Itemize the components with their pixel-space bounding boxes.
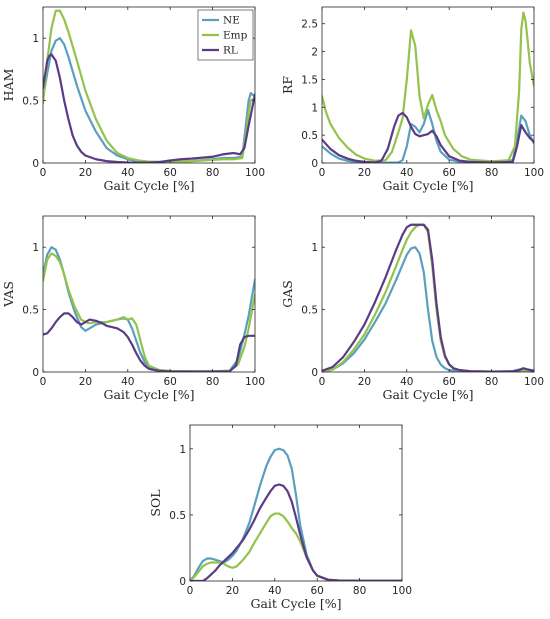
panel-gas: 0 20 40 60 80 100 0 0.5 1 Gait Cycle [%] GAS (280, 215, 544, 402)
x-tick-label: 20 (358, 167, 371, 179)
series-line-emp (322, 11, 534, 163)
series-line-emp (190, 512, 402, 581)
y-tick-label: 1 (32, 33, 39, 45)
x-axis-label: Gait Cycle [%] (103, 178, 194, 193)
y-axis-label: RF (280, 76, 295, 94)
y-tick-label: 1 (311, 102, 318, 114)
x-tick-label: 100 (245, 167, 265, 179)
series-line-rl (322, 111, 534, 163)
x-tick-label: 80 (353, 585, 366, 597)
y-tick-label: 0.5 (301, 130, 318, 142)
x-tick-label: 20 (226, 585, 239, 597)
x-tick-label: 80 (485, 376, 498, 388)
y-tick-label: 0 (311, 367, 318, 379)
y-tick-label: 0.5 (22, 305, 39, 317)
y-tick-label: 0 (32, 158, 39, 170)
x-tick-label: 40 (121, 167, 134, 179)
y-tick-label: 0.5 (22, 96, 39, 108)
y-tick-label: 1 (311, 242, 318, 254)
series-line-rl (43, 312, 255, 372)
x-tick-label: 80 (206, 167, 219, 179)
axes-frame (189, 424, 403, 582)
x-tick-label: 0 (40, 167, 47, 179)
y-tick-label: 1 (179, 444, 186, 456)
series-group (322, 11, 534, 163)
legend-label-rl: RL (223, 45, 238, 57)
y-tick-label: 1.5 (301, 74, 318, 86)
x-tick-label: 100 (392, 585, 412, 597)
series-line-emp (43, 9, 255, 163)
x-tick-label: 40 (268, 585, 281, 597)
y-tick-label: 2.5 (301, 19, 318, 31)
axes-frame (42, 215, 256, 373)
x-tick-label: 0 (187, 585, 194, 597)
y-axis-label: SOL (148, 489, 163, 516)
x-tick-label: 20 (79, 167, 92, 179)
series-group (43, 246, 255, 372)
x-tick-label: 100 (245, 376, 265, 388)
x-tick-label: 20 (358, 376, 371, 388)
panel-sol: 0 20 40 60 80 100 0 0.5 1 Gait Cycle [%] SOL (148, 424, 412, 611)
x-tick-label: 80 (206, 376, 219, 388)
legend: NE Emp RL (197, 9, 254, 61)
x-tick-label: 60 (443, 167, 456, 179)
series-line-rl (43, 53, 255, 163)
x-tick-label: 80 (485, 167, 498, 179)
y-tick-label: 0.5 (301, 305, 318, 317)
series-group (322, 223, 534, 372)
y-axis-label: VAS (1, 281, 16, 308)
y-axis-label: GAS (280, 280, 295, 308)
x-tick-label: 60 (311, 585, 324, 597)
axes-frame (321, 215, 535, 373)
x-tick-label: 0 (319, 376, 326, 388)
series-line-emp (322, 223, 534, 372)
y-tick-label: 0 (311, 158, 318, 170)
x-tick-label: 60 (164, 376, 177, 388)
x-axis-label: Gait Cycle [%] (382, 387, 473, 402)
legend-label-ne: NE (223, 15, 240, 27)
x-tick-label: 40 (121, 376, 134, 388)
series-group (190, 447, 402, 581)
panel-rf: 0 20 40 60 80 100 0 0.5 1 1.5 2 2.5 Gait Cycle [%] RF (280, 6, 544, 193)
x-axis-label: Gait Cycle [%] (103, 387, 194, 402)
y-tick-label: 0 (179, 576, 186, 588)
y-tick-label: 0 (32, 367, 39, 379)
series-line-ne (322, 246, 534, 372)
axes-frame (42, 6, 256, 164)
x-tick-label: 60 (443, 376, 456, 388)
x-tick-label: 20 (79, 376, 92, 388)
x-axis-label: Gait Cycle [%] (382, 178, 473, 193)
panel-ham: 0 20 40 60 80 100 0 0.5 1 Gait Cycle [%] HAM NE Emp R… (1, 6, 265, 193)
x-tick-label: 60 (164, 167, 177, 179)
series-line-rl (190, 483, 402, 581)
x-tick-label: 40 (400, 376, 413, 388)
series-group (43, 9, 255, 163)
x-tick-label: 0 (40, 376, 47, 388)
x-tick-label: 40 (400, 167, 413, 179)
y-tick-label: 2 (311, 47, 318, 59)
panel-vas: 0 20 40 60 80 100 0 0.5 1 Gait Cycle [%] VAS (1, 215, 265, 402)
legend-label-emp: Emp (223, 30, 248, 42)
x-axis-label: Gait Cycle [%] (250, 596, 341, 611)
x-tick-label: 0 (319, 167, 326, 179)
y-tick-label: 1 (32, 242, 39, 254)
x-tick-label: 100 (524, 167, 544, 179)
axes-frame (321, 6, 535, 164)
y-axis-label: HAM (1, 68, 16, 101)
series-line-ne (322, 108, 534, 163)
x-tick-label: 100 (524, 376, 544, 388)
y-tick-label: 0.5 (169, 510, 186, 522)
